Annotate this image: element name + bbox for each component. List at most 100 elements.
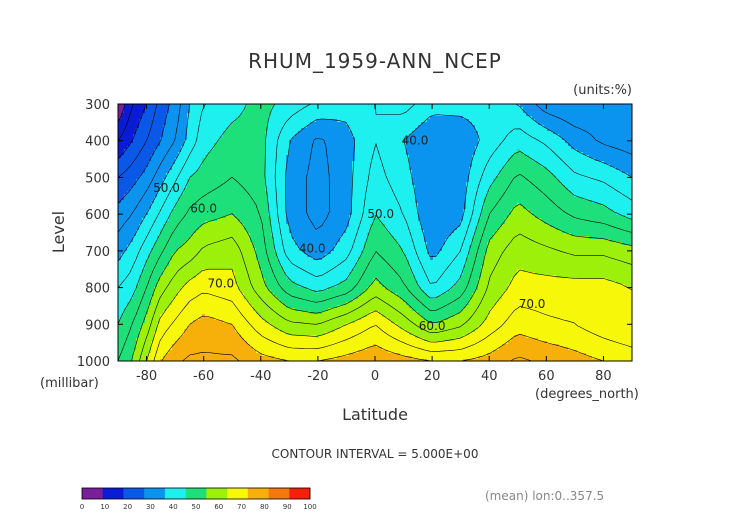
heat-cell: [127, 110, 131, 114]
heat-cell: [448, 122, 452, 126]
heat-cell: [292, 116, 296, 120]
heat-cell: [382, 125, 386, 129]
heat-cell: [256, 113, 260, 117]
heat-cell: [217, 125, 221, 129]
heat-cell: [301, 125, 305, 129]
heat-cell: [334, 110, 338, 114]
heat-cell: [322, 119, 326, 123]
heat-cell: [130, 110, 134, 114]
heat-cell: [601, 128, 605, 132]
heat-cell: [379, 134, 383, 138]
heat-cell: [457, 104, 461, 108]
heat-cell: [415, 110, 419, 114]
heat-cell: [400, 122, 404, 126]
heat-cell: [319, 131, 323, 135]
heat-cell: [151, 128, 155, 132]
heat-cell: [379, 128, 383, 132]
heat-cell: [142, 116, 146, 120]
heat-cell: [415, 104, 419, 108]
heat-cell: [508, 116, 512, 120]
heat-cell: [607, 125, 611, 129]
heat-cell: [553, 107, 557, 111]
heat-cell: [556, 128, 560, 132]
heat-cell: [532, 134, 536, 138]
heat-cell: [367, 128, 371, 132]
heat-cell: [118, 131, 122, 135]
heat-cell: [148, 119, 152, 123]
heat-cell: [148, 131, 152, 135]
heat-cell: [358, 107, 362, 111]
heat-cell: [223, 104, 227, 108]
heat-cell: [322, 137, 326, 141]
heat-cell: [424, 104, 428, 108]
heat-cell: [496, 134, 500, 138]
heat-cell: [376, 125, 380, 129]
heat-cell: [481, 110, 485, 114]
heat-cell: [412, 116, 416, 120]
heat-cell: [610, 116, 614, 120]
heat-cell: [469, 119, 473, 123]
heat-cell: [190, 107, 194, 111]
heat-cell: [154, 137, 158, 141]
heat-cell: [424, 125, 428, 129]
heat-cell: [259, 116, 263, 120]
heat-cell: [244, 110, 248, 114]
heat-cell: [394, 122, 398, 126]
heat-cell: [310, 104, 314, 108]
heat-cell: [250, 122, 254, 126]
heat-cell: [487, 110, 491, 114]
heat-cell: [133, 125, 137, 129]
heat-cell: [286, 137, 290, 141]
heat-cell: [334, 119, 338, 123]
heat-cell: [328, 134, 332, 138]
heat-cell: [142, 104, 146, 108]
heat-cell: [289, 122, 293, 126]
heat-cell: [565, 104, 569, 108]
heat-cell: [232, 122, 236, 126]
heat-cell: [511, 113, 515, 117]
heat-cell: [460, 110, 464, 114]
heat-cell: [271, 116, 275, 120]
heat-cell: [451, 113, 455, 117]
heat-cell: [310, 110, 314, 114]
heat-cell: [379, 107, 383, 111]
heat-cell: [466, 110, 470, 114]
heat-cell: [541, 110, 545, 114]
heat-cell: [190, 110, 194, 114]
heat-cell: [214, 113, 218, 117]
heat-cell: [118, 137, 122, 141]
heat-cell: [496, 113, 500, 117]
heat-cell: [181, 104, 185, 108]
heat-cell: [220, 131, 224, 135]
heat-cell: [277, 107, 281, 111]
heat-cell: [457, 125, 461, 129]
heat-cell: [610, 107, 614, 111]
heat-cell: [436, 119, 440, 123]
heat-cell: [139, 131, 143, 135]
heat-cell: [181, 128, 185, 132]
heat-cell: [583, 113, 587, 117]
heat-cell: [220, 128, 224, 132]
heat-cell: [184, 116, 188, 120]
heat-cell: [370, 137, 374, 141]
heat-cell: [508, 128, 512, 132]
heat-cell: [418, 113, 422, 117]
heat-cell: [568, 134, 572, 138]
heat-cell: [292, 134, 296, 138]
heat-cell: [172, 128, 176, 132]
heat-cell: [589, 110, 593, 114]
heat-cell: [331, 134, 335, 138]
heat-cell: [205, 110, 209, 114]
heat-cell: [409, 137, 413, 141]
heat-cell: [172, 107, 176, 111]
heat-cell: [595, 131, 599, 135]
heat-cell: [343, 134, 347, 138]
heat-cell: [346, 122, 350, 126]
heat-cell: [457, 119, 461, 123]
heat-cell: [283, 104, 287, 108]
heat-cell: [568, 107, 572, 111]
heat-cell: [337, 131, 341, 135]
heat-cell: [124, 119, 128, 123]
heat-cell: [445, 137, 449, 141]
heat-cell: [556, 122, 560, 126]
